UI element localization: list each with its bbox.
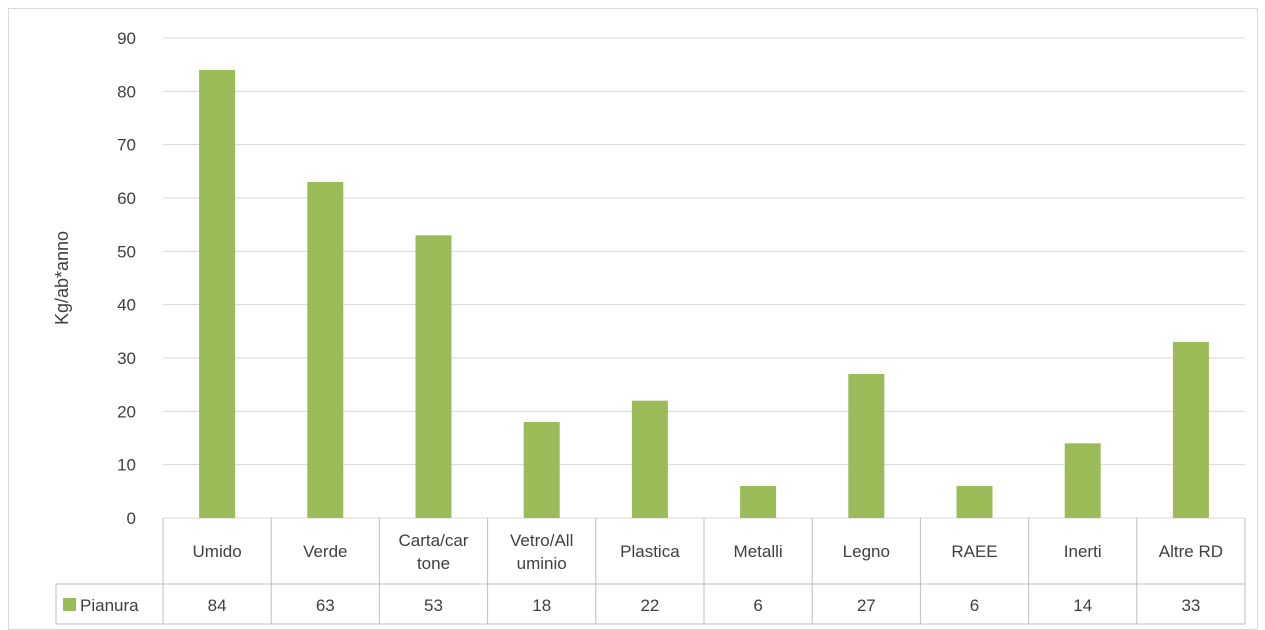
table-value: 53	[424, 596, 443, 615]
y-axis-ticks: 0 10 20 30 40 50 60 70 80 90	[117, 29, 136, 528]
category-label: Plastica	[620, 542, 680, 561]
category-label-line: Carta/car	[399, 531, 469, 550]
y-tick-label: 50	[117, 242, 136, 261]
y-tick-label: 0	[127, 509, 136, 528]
bar-carta-cartone	[415, 235, 452, 519]
table-value: 63	[316, 596, 335, 615]
table-value: 6	[970, 596, 979, 615]
category-label: Verde	[303, 542, 347, 561]
y-tick-label: 90	[117, 29, 136, 48]
category-label-line: tone	[417, 554, 450, 573]
y-tick-label: 20	[117, 402, 136, 421]
y-axis-title: Kg/ab*anno	[52, 231, 72, 325]
category-label: Carta/car tone	[399, 531, 469, 573]
table-value: 18	[532, 596, 551, 615]
table-value: 27	[857, 596, 876, 615]
data-table: Umido Verde Carta/car tone Vetro/All uminio Pl…	[55, 518, 1246, 625]
legend-label-pianura: Pianura	[80, 596, 139, 615]
bar-vetro-alluminio	[523, 422, 560, 518]
category-label: Umido	[193, 542, 242, 561]
table-value: 84	[208, 596, 227, 615]
category-label: Metalli	[734, 542, 783, 561]
bar-verde	[307, 182, 344, 518]
y-tick-label: 70	[117, 136, 136, 155]
table-value: 22	[640, 596, 659, 615]
category-label-line: Vetro/All	[510, 531, 573, 550]
bar-legno	[848, 374, 885, 518]
y-tick-label: 10	[117, 456, 136, 475]
bar-altre-rd	[1172, 342, 1209, 518]
bars	[199, 70, 1209, 519]
legend-key-pianura	[63, 598, 76, 611]
bar-raee	[956, 486, 993, 518]
table-value: 33	[1181, 596, 1200, 615]
bar-plastica	[631, 400, 668, 518]
bar-umido	[199, 70, 236, 518]
bar-inerti	[1064, 443, 1101, 518]
category-label: RAEE	[951, 542, 997, 561]
category-label-line: uminio	[517, 554, 567, 573]
y-tick-label: 40	[117, 296, 136, 315]
y-tick-label: 30	[117, 349, 136, 368]
y-tick-label: 80	[117, 82, 136, 101]
gridlines	[163, 37, 1245, 519]
category-label: Altre RD	[1159, 542, 1223, 561]
category-label: Legno	[843, 542, 890, 561]
table-value: 6	[753, 596, 762, 615]
bar-metalli	[740, 486, 777, 518]
category-label: Vetro/All uminio	[510, 531, 573, 573]
category-label: Inerti	[1064, 542, 1102, 561]
table-value: 14	[1073, 596, 1092, 615]
y-tick-label: 60	[117, 189, 136, 208]
